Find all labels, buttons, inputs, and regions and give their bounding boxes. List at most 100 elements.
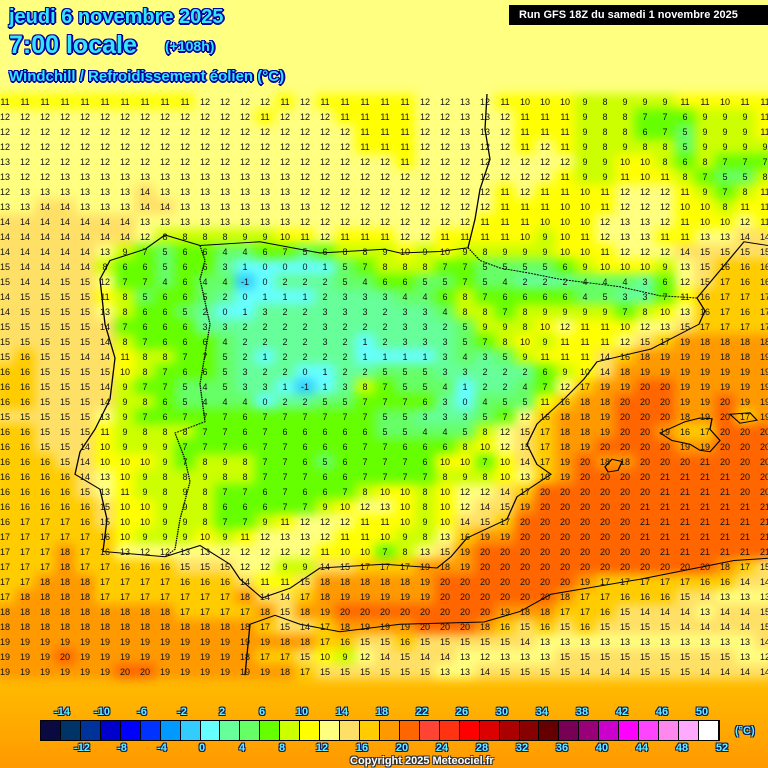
color-cell xyxy=(35,139,55,154)
color-cell xyxy=(55,364,75,379)
grid-value: 7 xyxy=(202,351,208,362)
color-cell xyxy=(375,334,395,349)
grid-value: 6 xyxy=(442,441,448,452)
color-cell xyxy=(415,559,435,574)
grid-value: 10 xyxy=(679,201,690,212)
color-cell xyxy=(475,214,495,229)
color-cell xyxy=(655,319,675,334)
color-cell xyxy=(95,229,115,244)
color-cell xyxy=(415,379,435,394)
color-cell xyxy=(315,349,335,364)
grid-value: 4 xyxy=(242,246,248,257)
color-cell xyxy=(575,619,595,634)
color-cell xyxy=(235,469,255,484)
color-cell xyxy=(575,229,595,244)
grid-value: 20 xyxy=(419,606,430,617)
color-cell xyxy=(215,454,235,469)
grid-value: 15 xyxy=(659,651,670,662)
color-cell xyxy=(395,139,415,154)
grid-value: 8 xyxy=(742,186,748,197)
grid-value: 10 xyxy=(579,246,590,257)
color-cell xyxy=(35,424,55,439)
color-cell xyxy=(515,589,535,604)
grid-value: 15 xyxy=(19,306,30,317)
color-cell xyxy=(195,289,215,304)
grid-value: 21 xyxy=(739,531,750,542)
color-cell xyxy=(695,244,715,259)
grid-value: 11 xyxy=(500,231,510,242)
grid-value: 10 xyxy=(639,156,650,167)
grid-value: 19 xyxy=(79,651,90,662)
grid-value: 16 xyxy=(119,561,130,572)
color-cell xyxy=(275,184,295,199)
grid-value: 12 xyxy=(339,216,350,227)
color-cell xyxy=(455,664,475,679)
color-cell xyxy=(575,634,595,649)
color-cell xyxy=(35,439,55,454)
grid-value: 12 xyxy=(559,156,570,167)
color-cell xyxy=(755,214,768,229)
grid-value: 8 xyxy=(162,231,168,242)
grid-value: 20 xyxy=(539,516,550,527)
color-cell xyxy=(195,544,215,559)
grid-value: 17 xyxy=(539,426,550,437)
color-cell xyxy=(235,454,255,469)
color-cell xyxy=(655,109,675,124)
color-cell xyxy=(335,574,355,589)
color-cell xyxy=(335,214,355,229)
color-cell xyxy=(95,214,115,229)
grid-value: 4 xyxy=(402,291,408,302)
grid-value: 13 xyxy=(199,171,210,182)
color-cell xyxy=(115,349,135,364)
grid-value: 12 xyxy=(259,561,270,572)
grid-value: 13 xyxy=(659,636,670,647)
grid-value: 14 xyxy=(599,351,610,362)
grid-value: 12 xyxy=(19,141,30,152)
grid-value: 2 xyxy=(282,351,288,362)
grid-value: 19 xyxy=(259,666,270,677)
grid-value: 15 xyxy=(99,501,110,512)
grid-value: 12 xyxy=(419,141,430,152)
grid-value: 15 xyxy=(79,396,90,407)
color-cell xyxy=(695,289,715,304)
grid-value: 5 xyxy=(682,141,688,152)
color-cell xyxy=(0,484,15,499)
color-cell xyxy=(675,154,695,169)
color-cell xyxy=(495,259,515,274)
legend-swatch xyxy=(459,721,480,740)
color-cell xyxy=(175,229,195,244)
color-cell xyxy=(75,544,95,559)
legend-swatch xyxy=(320,721,341,740)
grid-value: 13 xyxy=(639,636,650,647)
grid-value: 19 xyxy=(179,651,190,662)
color-cell xyxy=(115,619,135,634)
color-cell xyxy=(335,169,355,184)
color-cell xyxy=(535,319,555,334)
grid-value: 19 xyxy=(219,651,230,662)
grid-value: 20 xyxy=(719,456,730,467)
grid-value: 11 xyxy=(380,141,390,152)
grid-value: 12 xyxy=(39,156,50,167)
color-cell xyxy=(595,184,615,199)
grid-value: 8 xyxy=(482,246,488,257)
color-cell xyxy=(495,304,515,319)
color-cell xyxy=(115,304,135,319)
color-cell xyxy=(175,394,195,409)
grid-value: 10 xyxy=(519,96,530,107)
color-cell xyxy=(35,334,55,349)
color-cell xyxy=(515,214,535,229)
grid-value: 13 xyxy=(699,231,710,242)
grid-value: 13 xyxy=(79,186,90,197)
grid-value: 12 xyxy=(419,171,430,182)
grid-value: 21 xyxy=(739,501,750,512)
grid-value: 12 xyxy=(259,156,270,167)
grid-value: 6 xyxy=(342,471,348,482)
grid-value: 20 xyxy=(519,516,530,527)
grid-value: 17 xyxy=(719,321,730,332)
grid-value: 17 xyxy=(0,576,10,587)
color-cell xyxy=(535,559,555,574)
color-cell xyxy=(675,124,695,139)
color-cell xyxy=(555,304,575,319)
grid-value: 8 xyxy=(642,306,648,317)
grid-value: 4 xyxy=(502,276,508,287)
